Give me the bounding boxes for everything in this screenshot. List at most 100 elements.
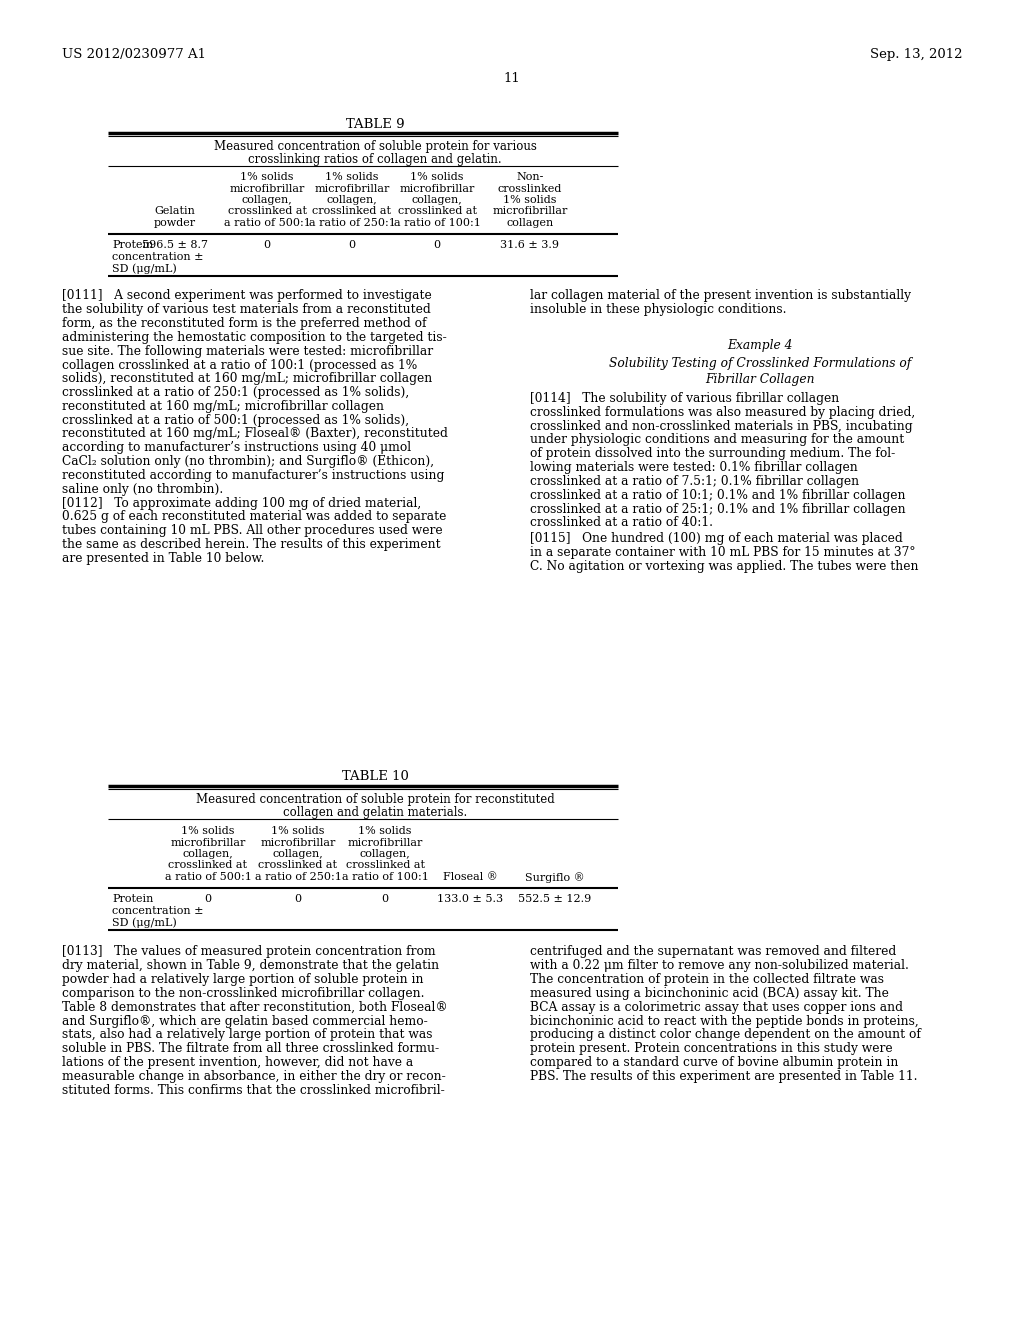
Text: Measured concentration of soluble protein for various: Measured concentration of soluble protei… <box>214 140 537 153</box>
Text: microfibrillar: microfibrillar <box>493 206 567 216</box>
Text: of protein dissolved into the surrounding medium. The fol-: of protein dissolved into the surroundin… <box>530 447 895 461</box>
Text: lar collagen material of the present invention is substantially: lar collagen material of the present inv… <box>530 289 911 302</box>
Text: crosslinked at: crosslinked at <box>169 861 248 870</box>
Text: microfibrillar: microfibrillar <box>260 837 336 847</box>
Text: Protein: Protein <box>112 239 154 249</box>
Text: centrifuged and the supernatant was removed and filtered: centrifuged and the supernatant was remo… <box>530 945 896 958</box>
Text: collagen crosslinked at a ratio of 100:1 (processed as 1%: collagen crosslinked at a ratio of 100:1… <box>62 359 417 371</box>
Text: microfibrillar: microfibrillar <box>229 183 305 194</box>
Text: [0113]   The values of measured protein concentration from: [0113] The values of measured protein co… <box>62 945 435 958</box>
Text: 1% solids: 1% solids <box>326 172 379 182</box>
Text: measurable change in absorbance, in either the dry or recon-: measurable change in absorbance, in eith… <box>62 1069 445 1082</box>
Text: solids), reconstituted at 160 mg/mL; microfibrillar collagen: solids), reconstituted at 160 mg/mL; mic… <box>62 372 432 385</box>
Text: 1% solids: 1% solids <box>358 826 412 836</box>
Text: [0114]   The solubility of various fibrillar collagen: [0114] The solubility of various fibrill… <box>530 392 840 405</box>
Text: a ratio of 100:1: a ratio of 100:1 <box>393 218 480 228</box>
Text: crosslinking ratios of collagen and gelatin.: crosslinking ratios of collagen and gela… <box>248 153 502 166</box>
Text: PBS. The results of this experiment are presented in Table 11.: PBS. The results of this experiment are … <box>530 1069 918 1082</box>
Text: collagen,: collagen, <box>327 195 378 205</box>
Text: 11: 11 <box>504 73 520 84</box>
Text: collagen and gelatin materials.: collagen and gelatin materials. <box>283 807 467 818</box>
Text: saline only (no thrombin).: saline only (no thrombin). <box>62 483 223 496</box>
Text: collagen: collagen <box>507 218 554 228</box>
Text: crosslinked at: crosslinked at <box>227 206 306 216</box>
Text: the same as described herein. The results of this experiment: the same as described herein. The result… <box>62 539 440 550</box>
Text: crosslinked at: crosslinked at <box>345 861 425 870</box>
Text: 596.5 ± 8.7: 596.5 ± 8.7 <box>142 239 208 249</box>
Text: 1% solids: 1% solids <box>271 826 325 836</box>
Text: 1% solids: 1% solids <box>411 172 464 182</box>
Text: a ratio of 100:1: a ratio of 100:1 <box>342 873 428 882</box>
Text: producing a distinct color change dependent on the amount of: producing a distinct color change depend… <box>530 1028 921 1041</box>
Text: Floseal ®: Floseal ® <box>442 873 498 882</box>
Text: [0112]   To approximate adding 100 mg of dried material,: [0112] To approximate adding 100 mg of d… <box>62 496 421 510</box>
Text: according to manufacturer’s instructions using 40 μmol: according to manufacturer’s instructions… <box>62 441 411 454</box>
Text: 0: 0 <box>205 894 212 903</box>
Text: a ratio of 250:1: a ratio of 250:1 <box>308 218 395 228</box>
Text: Gelatin: Gelatin <box>155 206 196 216</box>
Text: BCA assay is a colorimetric assay that uses copper ions and: BCA assay is a colorimetric assay that u… <box>530 1001 903 1014</box>
Text: microfibrillar: microfibrillar <box>399 183 475 194</box>
Text: 0.625 g of each reconstituted material was added to separate: 0.625 g of each reconstituted material w… <box>62 511 446 523</box>
Text: 0: 0 <box>295 894 301 903</box>
Text: reconstituted according to manufacturer’s instructions using: reconstituted according to manufacturer’… <box>62 469 444 482</box>
Text: under physiologic conditions and measuring for the amount: under physiologic conditions and measuri… <box>530 433 904 446</box>
Text: administering the hemostatic composition to the targeted tis-: administering the hemostatic composition… <box>62 331 446 345</box>
Text: SD (μg/mL): SD (μg/mL) <box>112 264 177 275</box>
Text: 552.5 ± 12.9: 552.5 ± 12.9 <box>518 894 592 903</box>
Text: reconstituted at 160 mg/mL; Floseal® (Baxter), reconstituted: reconstituted at 160 mg/mL; Floseal® (Ba… <box>62 428 447 441</box>
Text: stats, also had a relatively large portion of protein that was: stats, also had a relatively large porti… <box>62 1028 432 1041</box>
Text: microfibrillar: microfibrillar <box>170 837 246 847</box>
Text: the solubility of various test materials from a reconstituted: the solubility of various test materials… <box>62 304 431 317</box>
Text: C. No agitation or vortexing was applied. The tubes were then: C. No agitation or vortexing was applied… <box>530 560 919 573</box>
Text: Fibrillar Collagen: Fibrillar Collagen <box>706 374 815 385</box>
Text: 0: 0 <box>263 239 270 249</box>
Text: concentration ±: concentration ± <box>112 906 204 916</box>
Text: a ratio of 500:1: a ratio of 500:1 <box>165 873 252 882</box>
Text: reconstituted at 160 mg/mL; microfibrillar collagen: reconstituted at 160 mg/mL; microfibrill… <box>62 400 384 413</box>
Text: crosslinked at: crosslinked at <box>397 206 476 216</box>
Text: Measured concentration of soluble protein for reconstituted: Measured concentration of soluble protei… <box>196 793 554 807</box>
Text: sue site. The following materials were tested: microfibrillar: sue site. The following materials were t… <box>62 345 433 358</box>
Text: comparison to the non-crosslinked microfibrillar collagen.: comparison to the non-crosslinked microf… <box>62 987 425 1001</box>
Text: 133.0 ± 5.3: 133.0 ± 5.3 <box>437 894 503 903</box>
Text: form, as the reconstituted form is the preferred method of: form, as the reconstituted form is the p… <box>62 317 427 330</box>
Text: [0115]   One hundred (100) mg of each material was placed: [0115] One hundred (100) mg of each mate… <box>530 532 903 545</box>
Text: TABLE 10: TABLE 10 <box>342 770 409 783</box>
Text: microfibrillar: microfibrillar <box>347 837 423 847</box>
Text: bicinchoninic acid to react with the peptide bonds in proteins,: bicinchoninic acid to react with the pep… <box>530 1015 919 1027</box>
Text: lations of the present invention, however, did not have a: lations of the present invention, howeve… <box>62 1056 414 1069</box>
Text: [0111]   A second experiment was performed to investigate: [0111] A second experiment was performed… <box>62 289 432 302</box>
Text: TABLE 9: TABLE 9 <box>346 117 404 131</box>
Text: measured using a bicinchoninic acid (BCA) assay kit. The: measured using a bicinchoninic acid (BCA… <box>530 987 889 1001</box>
Text: crosslinked at a ratio of 500:1 (processed as 1% solids),: crosslinked at a ratio of 500:1 (process… <box>62 413 410 426</box>
Text: CaCl₂ solution only (no thrombin); and Surgiflo® (Ethicon),: CaCl₂ solution only (no thrombin); and S… <box>62 455 434 469</box>
Text: crosslinked at a ratio of 25:1; 0.1% and 1% fibrillar collagen: crosslinked at a ratio of 25:1; 0.1% and… <box>530 503 905 516</box>
Text: Table 8 demonstrates that after reconstitution, both Floseal®: Table 8 demonstrates that after reconsti… <box>62 1001 447 1014</box>
Text: a ratio of 500:1: a ratio of 500:1 <box>223 218 310 228</box>
Text: Sep. 13, 2012: Sep. 13, 2012 <box>869 48 962 61</box>
Text: concentration ±: concentration ± <box>112 252 204 261</box>
Text: insoluble in these physiologic conditions.: insoluble in these physiologic condition… <box>530 304 786 317</box>
Text: and Surgiflo®, which are gelatin based commercial hemo-: and Surgiflo®, which are gelatin based c… <box>62 1015 428 1027</box>
Text: tubes containing 10 mL PBS. All other procedures used were: tubes containing 10 mL PBS. All other pr… <box>62 524 442 537</box>
Text: Surgiflo ®: Surgiflo ® <box>525 873 585 883</box>
Text: crosslinked at: crosslinked at <box>258 861 338 870</box>
Text: lowing materials were tested: 0.1% fibrillar collagen: lowing materials were tested: 0.1% fibri… <box>530 461 858 474</box>
Text: a ratio of 250:1: a ratio of 250:1 <box>255 873 341 882</box>
Text: dry material, shown in Table 9, demonstrate that the gelatin: dry material, shown in Table 9, demonstr… <box>62 960 439 973</box>
Text: stituted forms. This confirms that the crosslinked microfibril-: stituted forms. This confirms that the c… <box>62 1084 444 1097</box>
Text: crosslinked at: crosslinked at <box>312 206 391 216</box>
Text: protein present. Protein concentrations in this study were: protein present. Protein concentrations … <box>530 1041 893 1055</box>
Text: 0: 0 <box>348 239 355 249</box>
Text: microfibrillar: microfibrillar <box>314 183 390 194</box>
Text: crosslinked formulations was also measured by placing dried,: crosslinked formulations was also measur… <box>530 407 915 418</box>
Text: Protein: Protein <box>112 894 154 903</box>
Text: The concentration of protein in the collected filtrate was: The concentration of protein in the coll… <box>530 973 884 986</box>
Text: Example 4: Example 4 <box>727 339 793 352</box>
Text: soluble in PBS. The filtrate from all three crosslinked formu-: soluble in PBS. The filtrate from all th… <box>62 1041 439 1055</box>
Text: collagen,: collagen, <box>412 195 463 205</box>
Text: 0: 0 <box>433 239 440 249</box>
Text: crosslinked at a ratio of 40:1.: crosslinked at a ratio of 40:1. <box>530 516 713 529</box>
Text: crosslinked and non-crosslinked materials in PBS, incubating: crosslinked and non-crosslinked material… <box>530 420 912 433</box>
